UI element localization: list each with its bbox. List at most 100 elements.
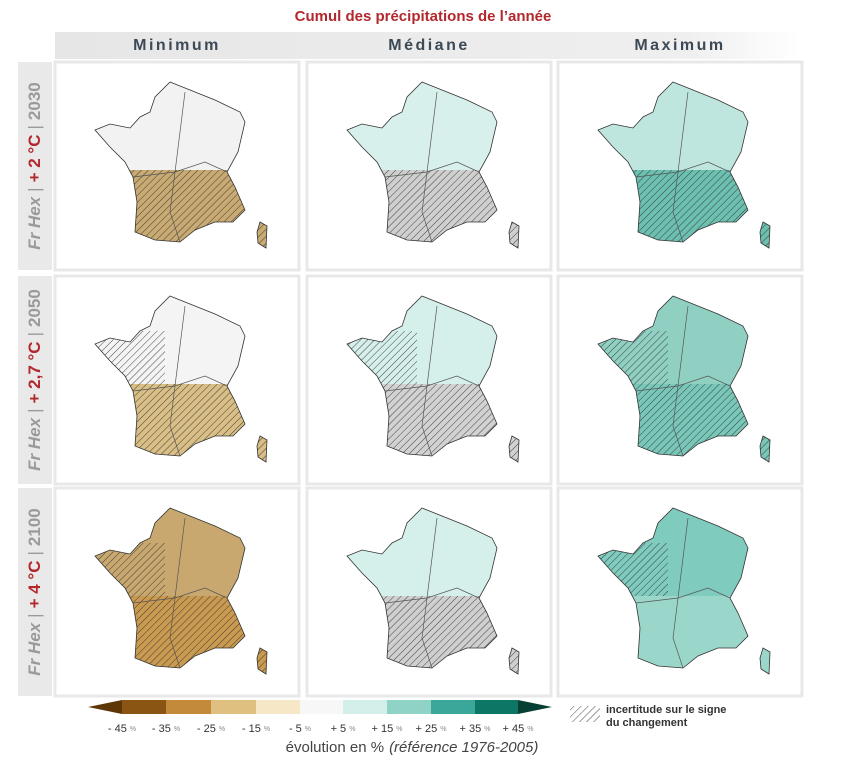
- legend-bin: [387, 700, 431, 714]
- row-separator: |: [25, 332, 44, 336]
- row-separator: |: [25, 187, 44, 191]
- legend-bin: [343, 700, 387, 714]
- legend-tick-value: - 5: [289, 723, 302, 735]
- legend-bin: [475, 700, 518, 714]
- row-year: 2100: [25, 508, 44, 546]
- legend-bin: [300, 700, 343, 714]
- legend-arrow-right: [518, 700, 552, 714]
- row-label-band: [18, 276, 52, 484]
- legend-tick-value: + 35: [460, 723, 482, 735]
- region-border: [421, 305, 438, 457]
- region-border: [672, 305, 689, 457]
- legend-bin: [122, 700, 166, 714]
- hatch-swatch: [570, 706, 600, 722]
- region-border: [672, 91, 689, 243]
- legend-tick-label: - 15%: [242, 723, 270, 735]
- region-border: [384, 375, 480, 392]
- row-separator: |: [25, 409, 44, 413]
- region-border: [384, 161, 480, 178]
- corsica-outline: [256, 221, 268, 249]
- legend-tick-label: - 35%: [152, 723, 180, 735]
- map-outline: [94, 295, 246, 457]
- region-border: [169, 91, 186, 243]
- row-label: Fr Hex | + 2,7 °C | 2050: [25, 289, 44, 471]
- caption-reference: (référence 1976-2005): [389, 739, 538, 756]
- region-border: [421, 517, 438, 669]
- legend-tick-value: + 25: [416, 723, 438, 735]
- corsica-outline: [508, 435, 520, 463]
- corsica-outline: [508, 221, 520, 249]
- legend-tick-unit: %: [264, 726, 270, 733]
- row-region: Fr Hex: [25, 621, 44, 675]
- row-label-band: [18, 62, 52, 270]
- corsica-outline: [759, 221, 771, 249]
- region-border: [384, 587, 480, 604]
- legend-tick-label: + 25%: [416, 723, 447, 735]
- column-header: Minimum: [133, 37, 221, 54]
- column-header: Maximum: [634, 37, 725, 54]
- row-separator: |: [25, 551, 44, 555]
- corsica-outline: [256, 435, 268, 463]
- region-border: [132, 161, 228, 178]
- legend-tick-unit: %: [396, 726, 402, 733]
- map-outline: [94, 507, 246, 669]
- legend-tick-label: + 35%: [460, 723, 491, 735]
- legend-tick-label: - 45%: [108, 723, 136, 735]
- legend-tick-label: + 45%: [503, 723, 534, 735]
- legend-tick-value: - 15: [242, 723, 261, 735]
- hatch-label: du changement: [606, 717, 688, 729]
- region-border: [672, 517, 689, 669]
- legend-tick-value: - 45: [108, 723, 127, 735]
- legend-tick-label: + 15%: [372, 723, 403, 735]
- row-label-band: [18, 488, 52, 696]
- legend-bin: [211, 700, 256, 714]
- region-border: [132, 375, 228, 392]
- region-border: [132, 587, 228, 604]
- legend-bin: [256, 700, 300, 714]
- legend-tick-value: - 35: [152, 723, 171, 735]
- legend-tick-unit: %: [440, 726, 446, 733]
- region-border: [169, 305, 186, 457]
- row-year: 2030: [25, 82, 44, 120]
- legend-tick-unit: %: [130, 726, 136, 733]
- corsica-outline: [256, 647, 268, 675]
- legend-tick-unit: %: [349, 726, 355, 733]
- row-warming: + 4 °C: [25, 561, 44, 609]
- legend-bin: [431, 700, 475, 714]
- title: Cumul des précipitations de l’année: [295, 8, 552, 25]
- region-border: [635, 161, 731, 178]
- row-region: Fr Hex: [25, 195, 44, 249]
- corsica-outline: [508, 647, 520, 675]
- map-outline: [346, 507, 498, 669]
- region-border: [169, 517, 186, 669]
- map-outline: [597, 295, 749, 457]
- row-separator: |: [25, 613, 44, 617]
- map-outline: [94, 81, 246, 243]
- legend-tick-unit: %: [174, 726, 180, 733]
- legend-tick-unit: %: [484, 726, 490, 733]
- column-header: Médiane: [388, 37, 470, 54]
- legend-tick-unit: %: [219, 726, 225, 733]
- region-border: [635, 375, 731, 392]
- legend-tick-label: - 25%: [197, 723, 225, 735]
- map-outline: [346, 295, 498, 457]
- map-outline: [346, 81, 498, 243]
- row-separator: |: [25, 125, 44, 129]
- corsica-outline: [759, 647, 771, 675]
- region-border: [421, 91, 438, 243]
- caption-main: évolution en %: [286, 739, 384, 756]
- row-label: Fr Hex | + 2 °C | 2030: [25, 82, 44, 250]
- legend-tick-label: + 5%: [331, 723, 356, 735]
- map-outline: [597, 81, 749, 243]
- row-region: Fr Hex: [25, 416, 44, 470]
- legend-arrow-left: [88, 700, 122, 714]
- legend-tick-unit: %: [305, 726, 311, 733]
- legend-caption: évolution en % (référence 1976-2005): [286, 739, 539, 756]
- legend-tick-value: + 15: [372, 723, 394, 735]
- row-warming: + 2 °C: [25, 135, 44, 183]
- column-header-band: [55, 32, 800, 59]
- map-outline: [597, 507, 749, 669]
- legend-bin: [166, 700, 211, 714]
- legend-tick-value: + 45: [503, 723, 525, 735]
